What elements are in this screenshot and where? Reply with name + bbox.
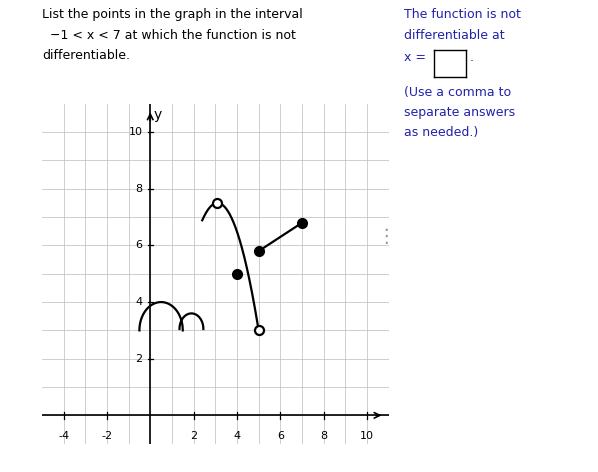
Text: 2: 2 xyxy=(136,354,143,364)
Text: 8: 8 xyxy=(136,184,143,194)
Text: (Use a comma to: (Use a comma to xyxy=(404,86,511,99)
Text: 4: 4 xyxy=(233,431,240,441)
Text: 2: 2 xyxy=(190,431,197,441)
Text: .: . xyxy=(469,51,474,64)
Text: differentiable at: differentiable at xyxy=(404,29,504,42)
Text: -4: -4 xyxy=(58,431,69,441)
Text: 8: 8 xyxy=(320,431,327,441)
Text: differentiable.: differentiable. xyxy=(42,49,130,62)
Text: y: y xyxy=(154,108,162,122)
Text: List the points in the graph in the interval: List the points in the graph in the inte… xyxy=(42,8,303,22)
Text: 10: 10 xyxy=(360,431,374,441)
Text: The function is not: The function is not xyxy=(404,8,520,22)
Text: 10: 10 xyxy=(129,127,143,137)
Text: 4: 4 xyxy=(136,297,143,307)
Text: as needed.): as needed.) xyxy=(404,126,478,140)
Text: 6: 6 xyxy=(277,431,284,441)
Text: ⋮: ⋮ xyxy=(376,227,395,245)
Text: x =: x = xyxy=(404,51,429,64)
Text: separate answers: separate answers xyxy=(404,106,515,119)
Text: −1 < x < 7 at which the function is not: −1 < x < 7 at which the function is not xyxy=(42,29,296,42)
Text: 6: 6 xyxy=(136,240,143,251)
Text: -2: -2 xyxy=(101,431,112,441)
